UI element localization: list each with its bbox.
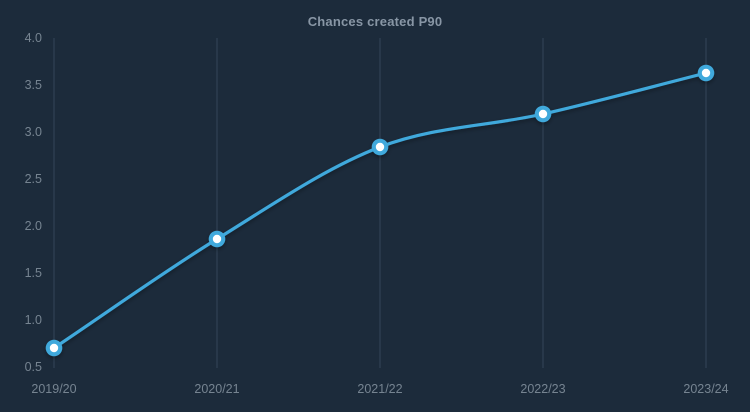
svg-text:2.5: 2.5	[25, 172, 42, 186]
svg-text:2021/22: 2021/22	[357, 382, 402, 396]
svg-text:1.0: 1.0	[25, 313, 42, 327]
svg-text:0.5: 0.5	[25, 360, 42, 374]
svg-text:2022/23: 2022/23	[520, 382, 565, 396]
svg-text:3.5: 3.5	[25, 78, 42, 92]
svg-text:2023/24: 2023/24	[683, 382, 728, 396]
svg-text:3.0: 3.0	[25, 125, 42, 139]
svg-text:1.5: 1.5	[25, 266, 42, 280]
svg-text:2019/20: 2019/20	[31, 382, 76, 396]
svg-text:4.0: 4.0	[25, 31, 42, 45]
svg-text:2020/21: 2020/21	[194, 382, 239, 396]
svg-text:2.0: 2.0	[25, 219, 42, 233]
